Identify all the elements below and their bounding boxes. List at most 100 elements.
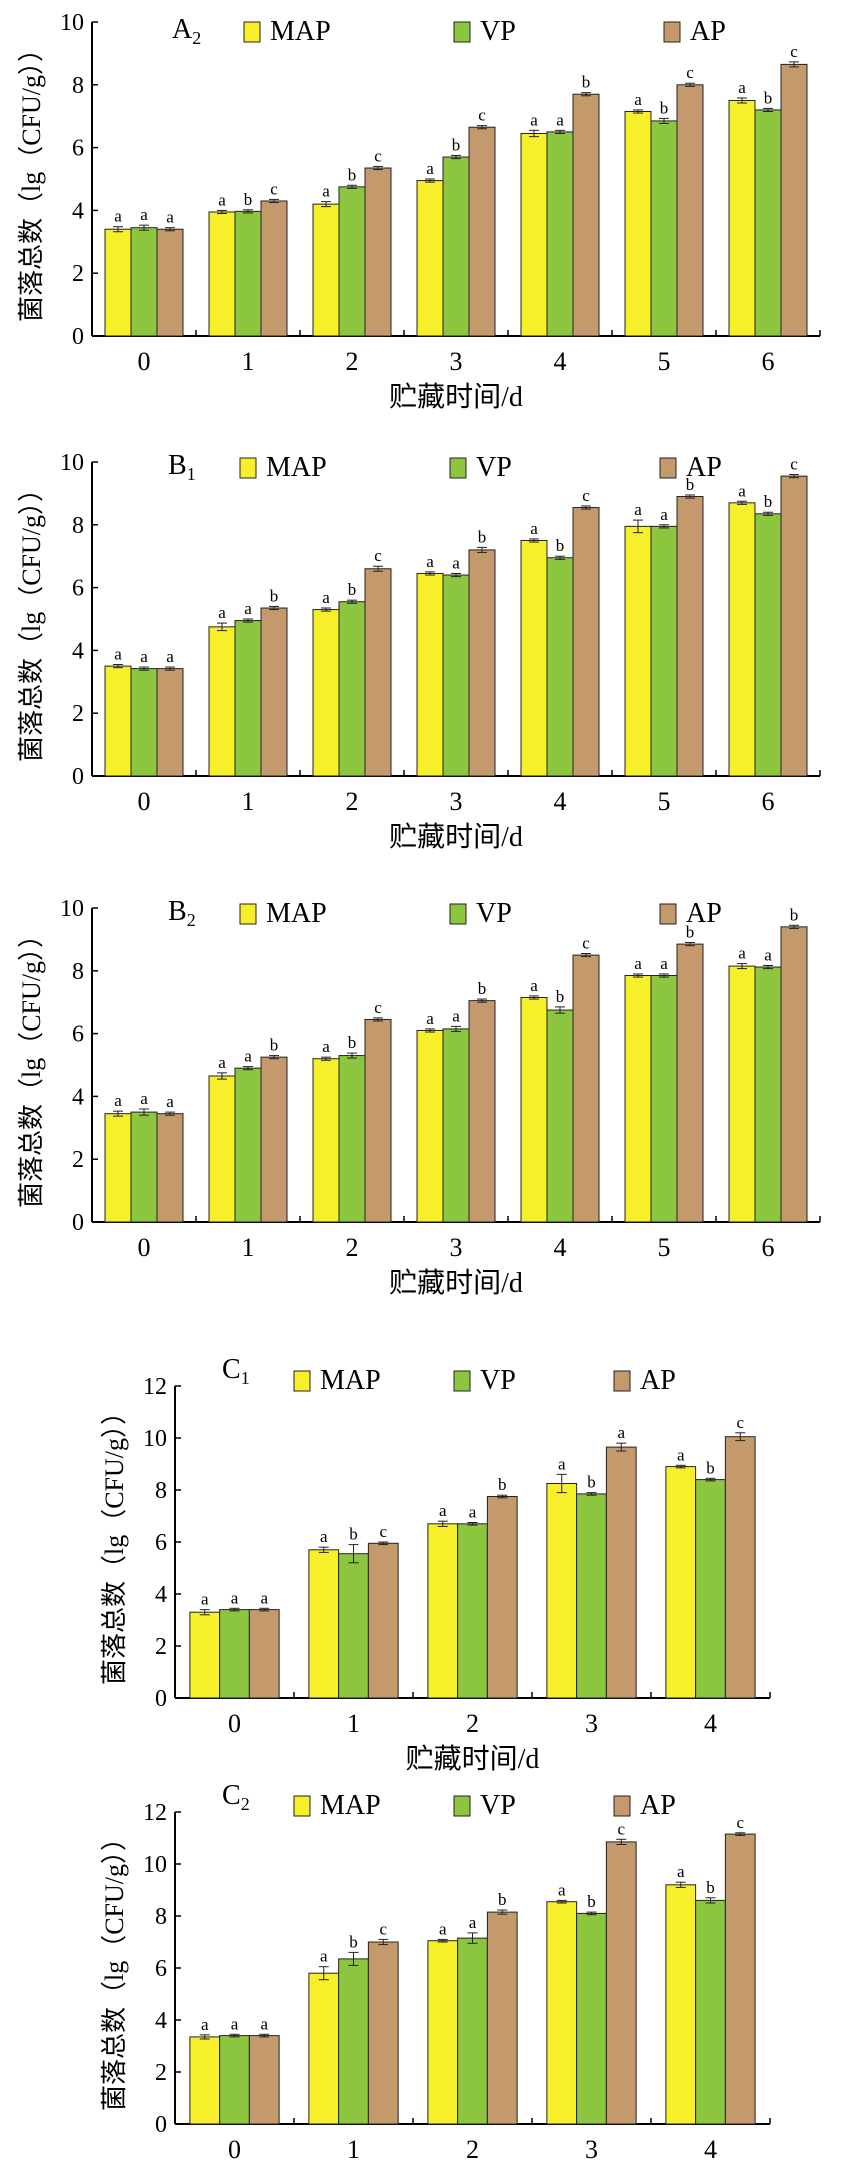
significance-letter: a: [201, 2015, 209, 2034]
x-tick-label: 1: [347, 1709, 360, 1738]
x-tick-label: 3: [585, 2135, 598, 2164]
legend-label-map: MAP: [320, 1365, 381, 1396]
bar-vp: [650, 975, 678, 1223]
significance-letter: b: [349, 1525, 358, 1544]
x-tick-label: 4: [704, 2135, 717, 2164]
significance-letter: a: [452, 1006, 460, 1025]
significance-letter: a: [617, 1423, 625, 1442]
significance-letter: a: [320, 1527, 328, 1546]
legend-label-map: MAP: [266, 898, 327, 929]
significance-letter: b: [660, 98, 669, 117]
y-tick-label: 0: [155, 1686, 167, 1712]
x-tick-label: 2: [346, 347, 359, 376]
y-tick-label: 8: [72, 513, 84, 539]
bar-vp: [754, 109, 782, 337]
legend-swatch-vp: [453, 1370, 471, 1392]
y-tick-label: 10: [143, 1852, 167, 1878]
significance-letter: c: [379, 1919, 387, 1938]
significance-letter: a: [738, 944, 746, 963]
bar-vp: [234, 1067, 262, 1223]
panel-label: B1: [168, 450, 196, 484]
significance-letter: a: [260, 2014, 268, 2033]
significance-letter: a: [738, 481, 746, 500]
significance-letter: c: [617, 1819, 625, 1838]
x-tick-label: 2: [466, 1709, 479, 1738]
legend-label-ap: AP: [640, 1365, 676, 1396]
y-axis-title: 菌落总数（lg（CFU/g））: [17, 36, 46, 322]
x-tick-label: 4: [554, 1233, 567, 1262]
x-tick-label: 4: [554, 787, 567, 816]
bar-map: [665, 1884, 697, 2125]
significance-letter: a: [231, 2014, 239, 2033]
significance-letter: a: [469, 1913, 477, 1932]
legend-swatch-map: [293, 1795, 311, 1817]
significance-letter: a: [166, 647, 174, 666]
significance-letter: b: [244, 190, 253, 209]
legend-label-map: MAP: [266, 452, 327, 483]
panel-label: C1: [222, 1354, 250, 1388]
significance-letter: c: [582, 486, 590, 505]
bar-vp: [219, 1609, 250, 1699]
bar-vp: [754, 966, 782, 1223]
significance-letter: b: [498, 1475, 507, 1494]
y-tick-label: 0: [155, 2112, 167, 2138]
bar-ap: [780, 926, 808, 1223]
significance-letter: a: [322, 182, 330, 201]
bar-vp: [576, 1493, 607, 1699]
significance-letter: c: [270, 179, 278, 198]
x-tick-label: 0: [228, 1709, 241, 1738]
x-tick-label: 5: [658, 1233, 671, 1262]
x-tick-label: 1: [347, 2135, 360, 2164]
bar-ap: [364, 568, 392, 777]
legend-swatch-vp: [449, 457, 467, 479]
bar-vp: [130, 1111, 158, 1223]
bar-vp: [650, 120, 678, 337]
bar-map: [416, 572, 444, 777]
bar-ap: [724, 1436, 756, 1699]
legend-label-map: MAP: [320, 1790, 381, 1821]
y-tick-label: 2: [155, 2060, 167, 2086]
significance-letter: a: [426, 159, 434, 178]
bar-map: [104, 1113, 132, 1223]
bar-vp: [219, 2035, 250, 2125]
x-tick-label: 0: [138, 1233, 151, 1262]
x-tick-label: 3: [450, 787, 463, 816]
y-tick-label: 8: [72, 73, 84, 99]
bar-ap: [676, 943, 704, 1223]
bar-vp: [338, 1055, 366, 1223]
legend-label-map: MAP: [270, 16, 331, 47]
significance-letter: b: [556, 536, 565, 555]
significance-letter: a: [244, 1047, 252, 1066]
legend-swatch-map: [239, 457, 257, 479]
y-tick-label: 12: [143, 1374, 167, 1400]
bar-vp: [546, 557, 574, 777]
x-tick-label: 1: [242, 1233, 255, 1262]
significance-letter: c: [374, 146, 382, 165]
bar-map: [728, 100, 756, 337]
significance-letter: b: [764, 88, 773, 107]
legend-swatch-map: [243, 21, 261, 43]
significance-letter: c: [374, 998, 382, 1017]
bar-ap: [468, 126, 496, 337]
bar-ap: [486, 1496, 518, 1699]
significance-letter: c: [379, 1522, 387, 1541]
significance-letter: a: [231, 1588, 239, 1607]
significance-letter: a: [166, 1092, 174, 1111]
panel-label: A2: [172, 14, 201, 48]
bar-ap: [572, 507, 600, 777]
y-tick-label: 4: [72, 1084, 84, 1110]
significance-letter: a: [322, 588, 330, 607]
significance-letter: a: [439, 1919, 447, 1938]
significance-letter: a: [660, 505, 668, 524]
y-tick-label: 10: [60, 896, 84, 922]
significance-letter: a: [764, 945, 772, 964]
legend-label-ap: AP: [640, 1790, 676, 1821]
y-tick-label: 0: [72, 324, 84, 350]
legend-swatch-vp: [453, 21, 471, 43]
bar-map: [520, 132, 548, 337]
y-tick-label: 8: [72, 959, 84, 985]
legend-swatch-ap: [659, 903, 677, 925]
bar-map: [427, 1940, 459, 2125]
